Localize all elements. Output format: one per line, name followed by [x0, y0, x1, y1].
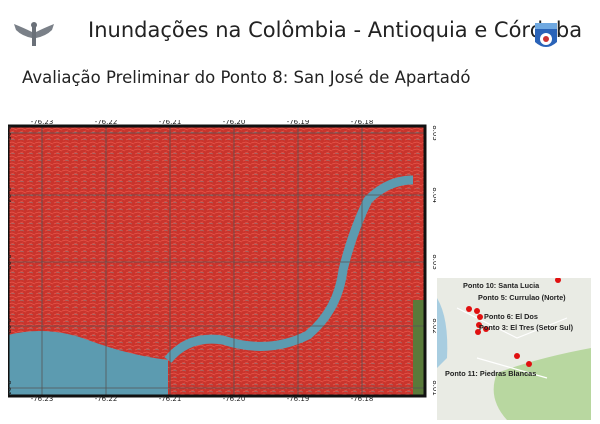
- map-marker: [466, 306, 472, 312]
- latitude-tick-right: 8.02: [431, 318, 436, 334]
- longitude-tick-top: -76.19: [287, 120, 310, 126]
- longitude-tick-bottom: -76.18: [351, 395, 374, 402]
- map-frame: [8, 124, 427, 398]
- longitude-tick-bottom: -76.21: [159, 395, 182, 402]
- map-marker: [555, 278, 561, 283]
- point-label: Ponto 10: Santa Lucia: [463, 281, 540, 290]
- page-subtitle: Avaliação Preliminar do Ponto 8: San Jos…: [22, 68, 471, 87]
- longitude-tick-bottom: -76.20: [223, 395, 246, 402]
- location-inset-map: Ponto 10: Santa Lucia Ponto 5: Currulao …: [437, 278, 591, 420]
- latitude-tick-left: 8.02: [8, 318, 12, 334]
- point-label: Ponto 11: Piedras Blancas: [445, 369, 537, 378]
- latitude-tick-left: 8.04: [8, 187, 12, 203]
- latitude-tick-left: 8.05: [8, 125, 12, 141]
- longitude-tick-bottom: -76.19: [287, 395, 310, 402]
- flood-map: -76.23 -76.23 -76.22 -76.22 -76.21 -76.21 -76.…: [8, 120, 436, 402]
- longitude-tick-top: -76.21: [159, 120, 182, 126]
- map-marker: [474, 308, 480, 314]
- longitude-tick-bottom: -76.22: [95, 395, 118, 402]
- point-label: Ponto 3: El Tres (Setor Sul): [479, 323, 574, 332]
- page-title: Inundações na Colômbia - Antioquia e Cór…: [88, 18, 583, 42]
- map-marker: [483, 326, 489, 332]
- winged-emblem-icon: [12, 20, 56, 52]
- longitude-tick-top: -76.22: [95, 120, 118, 126]
- latitude-tick-right: 8.05: [431, 125, 436, 141]
- map-marker: [476, 322, 482, 328]
- map-marker: [514, 353, 520, 359]
- longitude-tick-bottom: -76.23: [31, 395, 54, 402]
- map-marker: [526, 361, 532, 367]
- latitude-tick-right: 8.04: [431, 187, 436, 203]
- latitude-tick-left: 8.03: [8, 254, 12, 270]
- latitude-tick-right: 8.03: [431, 254, 436, 270]
- longitude-tick-top: -76.20: [223, 120, 246, 126]
- longitude-tick-top: -76.18: [351, 120, 374, 126]
- map-marker: [477, 314, 483, 320]
- river: [164, 175, 414, 363]
- latitude-tick-right: 8.01: [431, 380, 436, 396]
- longitude-tick-top: -76.23: [31, 120, 54, 126]
- map-marker: [475, 329, 481, 335]
- water-body: [8, 331, 168, 396]
- point-label: Ponto 6: El Dos: [484, 312, 538, 321]
- point-label: Ponto 5: Currulao (Norte): [478, 293, 566, 302]
- latitude-tick-left: 8.01: [8, 380, 12, 396]
- shield-badge-icon: [534, 22, 558, 56]
- coordinate-grid: [8, 126, 425, 396]
